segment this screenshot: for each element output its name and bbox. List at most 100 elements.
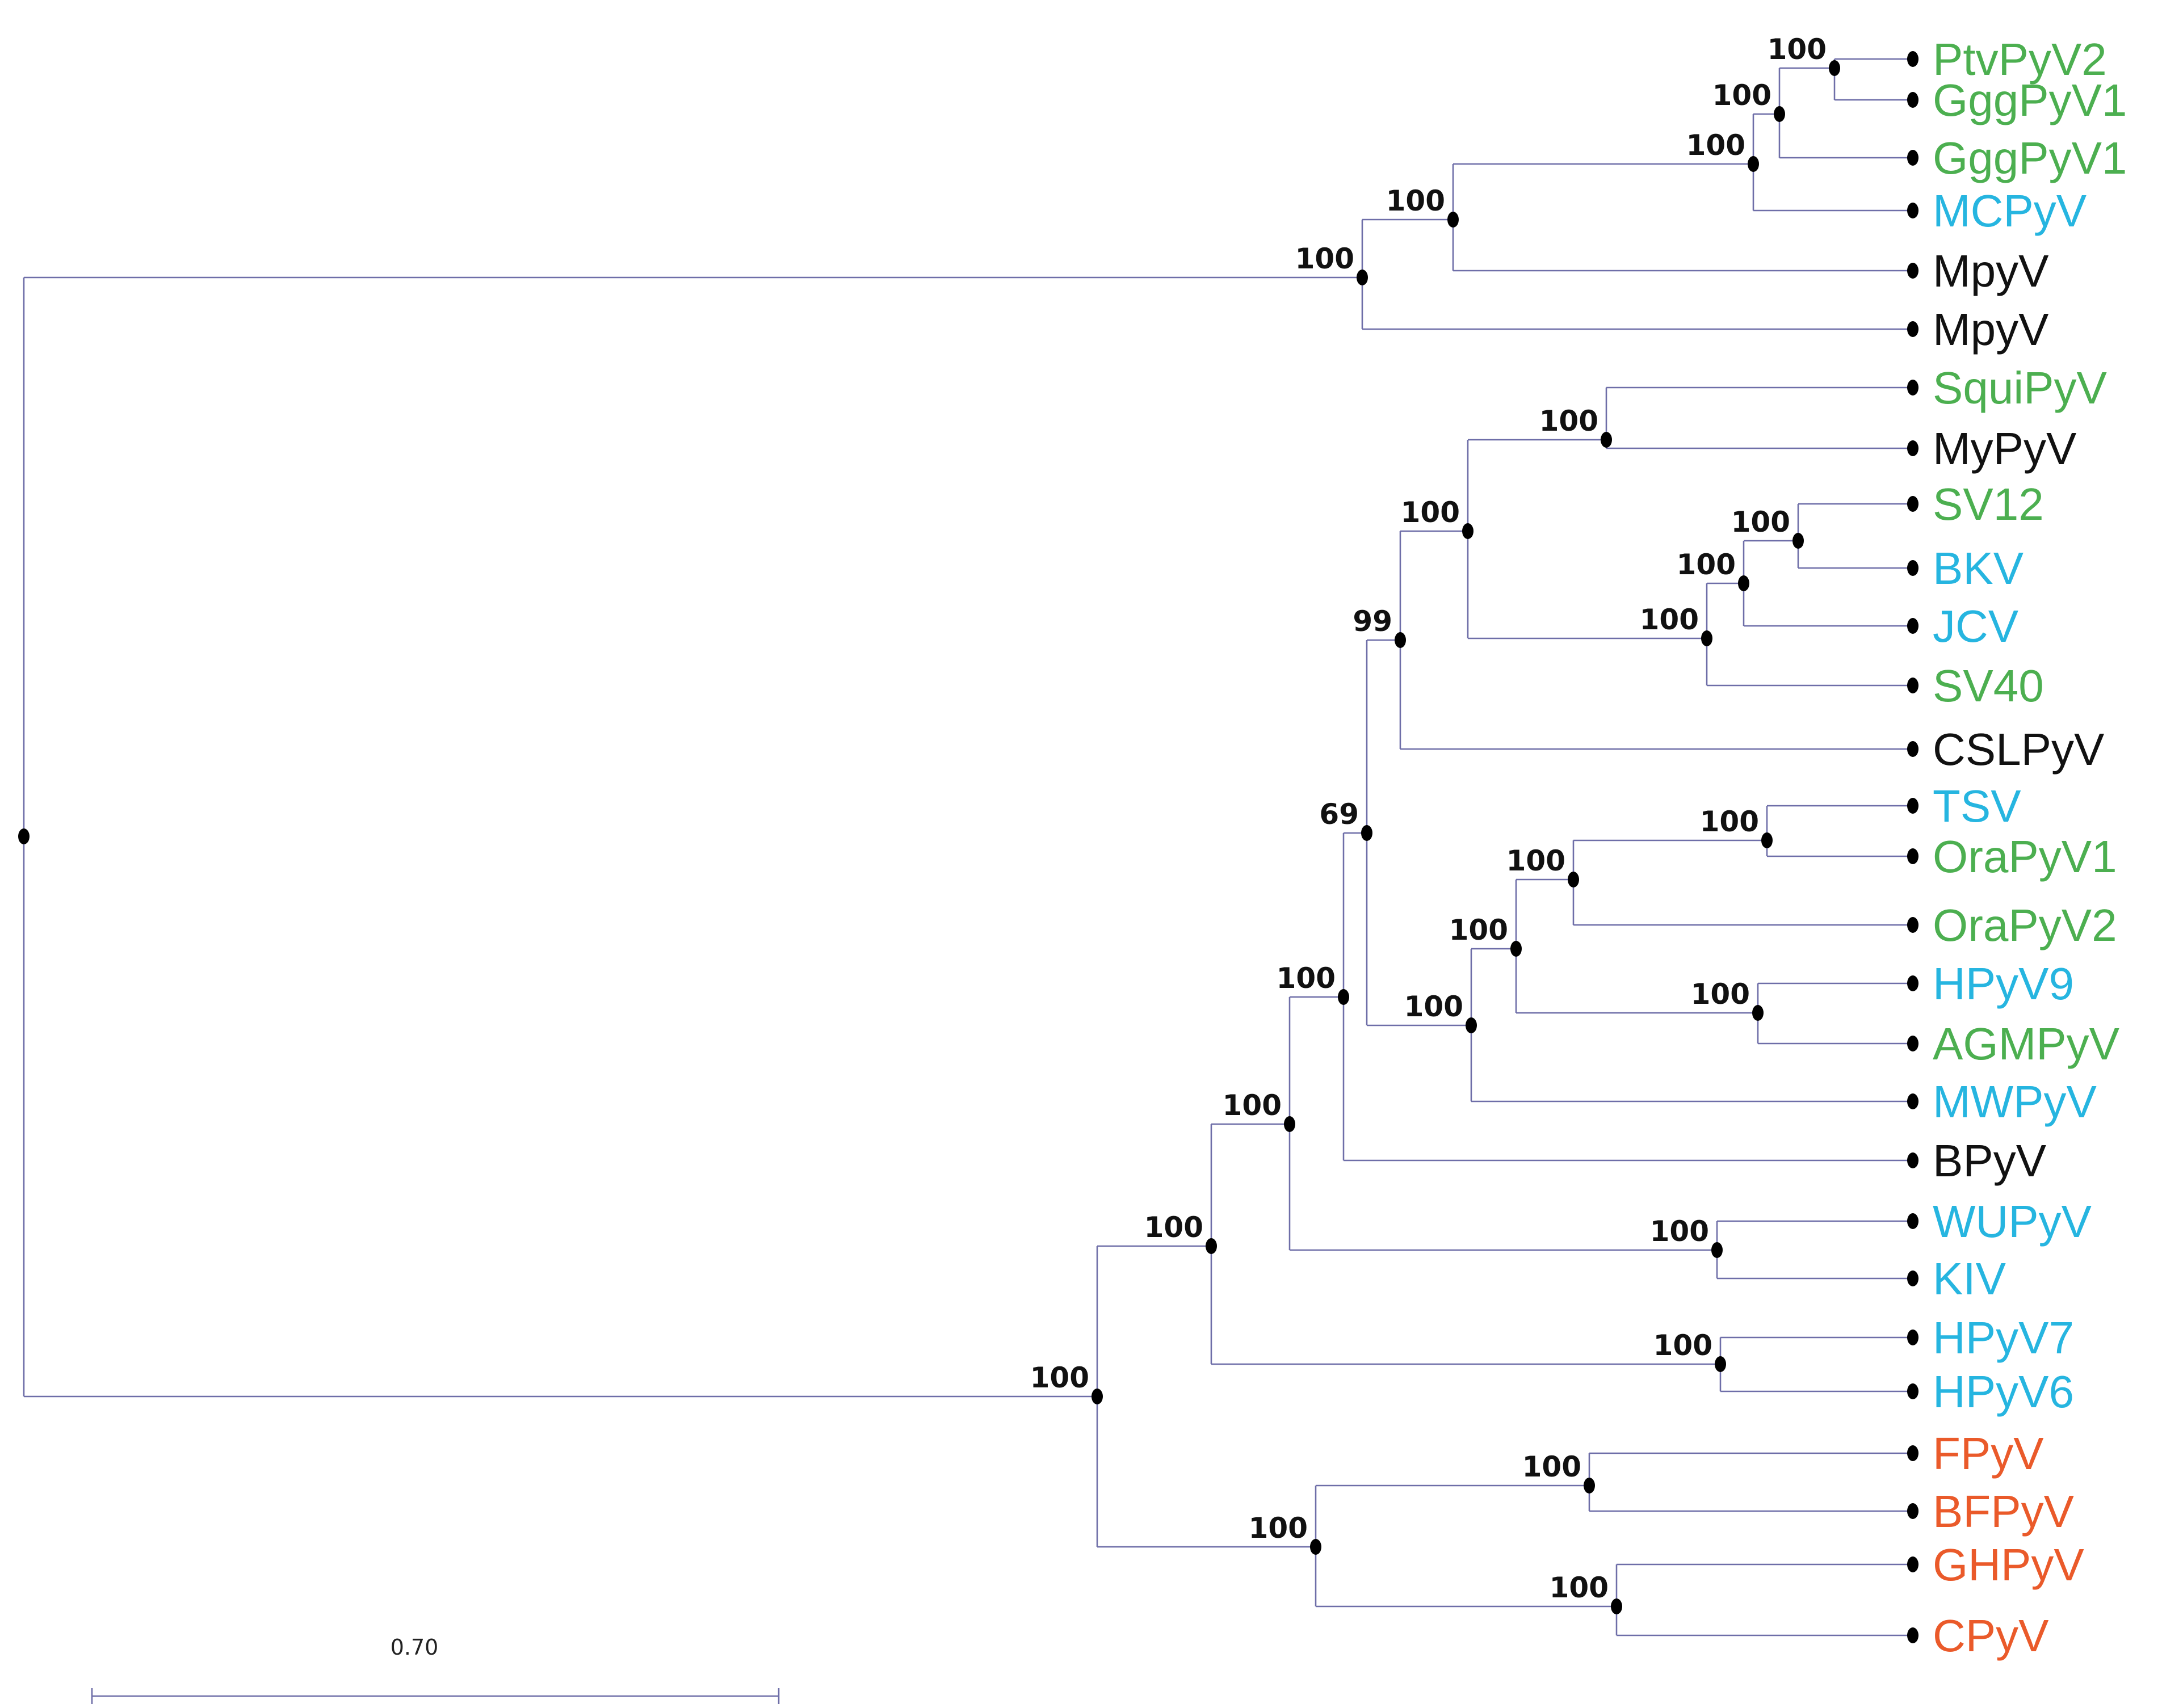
tree-node-dots bbox=[18, 51, 1918, 1643]
bootstrap-label-n12: 100 bbox=[1700, 805, 1759, 838]
node-dot-n19 bbox=[1711, 1242, 1723, 1258]
leaf-dot bbox=[1907, 1213, 1918, 1229]
taxon-label: GggPyV1 bbox=[1933, 75, 2127, 125]
leaf-dot bbox=[1907, 975, 1918, 991]
bootstrap-label-n26: 100 bbox=[1030, 1361, 1089, 1394]
node-dot-n16 bbox=[1466, 1017, 1477, 1033]
leaf-dot bbox=[1907, 496, 1918, 512]
node-dot-n20 bbox=[1284, 1116, 1295, 1132]
bootstrap-label-n10: 100 bbox=[1401, 496, 1460, 529]
taxon-label: TSV bbox=[1933, 781, 2021, 831]
scale-bar: 0.70 bbox=[91, 1635, 780, 1704]
taxon-label: CSLPyV bbox=[1933, 724, 2105, 775]
bootstrap-label-n03: 100 bbox=[1686, 129, 1745, 162]
bootstrap-label-n11: 99 bbox=[1353, 605, 1392, 638]
bootstrap-label-n05: 100 bbox=[1295, 242, 1354, 275]
leaf-dot bbox=[1907, 848, 1918, 864]
leaf-dot bbox=[1907, 1036, 1918, 1051]
taxon-label: GHPyV bbox=[1933, 1539, 2084, 1590]
node-dot-n14 bbox=[1752, 1005, 1764, 1021]
node-dot-n08 bbox=[1738, 575, 1749, 591]
node-dot-n06 bbox=[1601, 432, 1612, 448]
node-dot-n17 bbox=[1361, 825, 1372, 841]
bootstrap-label-n21: 100 bbox=[1653, 1329, 1712, 1362]
taxon-label: GggPyV1 bbox=[1933, 133, 2127, 183]
bootstrap-label-n17: 69 bbox=[1319, 798, 1359, 831]
node-dot-n01 bbox=[1829, 60, 1840, 76]
bootstrap-label-n16: 100 bbox=[1404, 990, 1463, 1023]
leaf-dot bbox=[1907, 1445, 1918, 1461]
node-dot-n02 bbox=[1774, 106, 1785, 122]
leaf-dot bbox=[1907, 1503, 1918, 1519]
taxon-label: MyPyV bbox=[1933, 423, 2077, 474]
node-dot-root bbox=[18, 828, 30, 844]
leaf-dot bbox=[1907, 1627, 1918, 1643]
scale-bar-label: 0.70 bbox=[391, 1635, 439, 1660]
tree-branches bbox=[23, 58, 1913, 1637]
leaf-dot bbox=[1907, 1271, 1918, 1286]
bootstrap-label-n25: 100 bbox=[1249, 1512, 1308, 1545]
node-dot-n04 bbox=[1447, 212, 1459, 228]
node-dot-n03 bbox=[1748, 156, 1759, 172]
node-dot-n13 bbox=[1568, 872, 1579, 887]
bootstrap-labels: 100 100 100 100 100 100 100 100 100 100 99 100 100 10… bbox=[1030, 33, 1827, 1604]
leaf-dot bbox=[1907, 1556, 1918, 1572]
taxon-label: OraPyV1 bbox=[1933, 831, 2117, 882]
taxon-label: FPyV bbox=[1933, 1428, 2044, 1479]
leaf-dot bbox=[1907, 321, 1918, 337]
bootstrap-label-n20: 100 bbox=[1223, 1089, 1282, 1122]
node-dot-n22 bbox=[1206, 1238, 1217, 1254]
leaf-dot bbox=[1907, 263, 1918, 279]
bootstrap-label-n02: 100 bbox=[1712, 79, 1771, 112]
bootstrap-label-n09: 100 bbox=[1640, 603, 1699, 636]
taxon-label: JCV bbox=[1933, 601, 2019, 651]
node-dot-n25 bbox=[1310, 1539, 1321, 1555]
taxon-label: SV12 bbox=[1933, 479, 2044, 529]
bootstrap-label-n22: 100 bbox=[1144, 1211, 1203, 1244]
leaf-dot bbox=[1907, 917, 1918, 933]
node-dot-n21 bbox=[1715, 1356, 1726, 1372]
taxon-label: MpyV bbox=[1933, 304, 2049, 355]
node-dot-n24 bbox=[1611, 1598, 1622, 1614]
leaf-dot bbox=[1907, 741, 1918, 757]
node-dot-n05 bbox=[1357, 270, 1368, 285]
leaf-dot bbox=[1907, 380, 1918, 396]
taxon-label: OraPyV2 bbox=[1933, 900, 2117, 950]
leaf-dot bbox=[1907, 440, 1918, 456]
taxon-label: SV40 bbox=[1933, 661, 2044, 711]
node-dot-n15 bbox=[1510, 941, 1522, 957]
taxon-label: CPyV bbox=[1933, 1610, 2049, 1661]
taxon-label: WUPyV bbox=[1933, 1196, 2092, 1247]
bootstrap-label-n06: 100 bbox=[1539, 405, 1598, 437]
taxon-label: SquiPyV bbox=[1933, 363, 2107, 413]
taxon-label: KIV bbox=[1933, 1253, 2006, 1304]
taxon-label: MWPyV bbox=[1933, 1076, 2097, 1127]
leaf-dot bbox=[1907, 203, 1918, 218]
node-dot-n23 bbox=[1584, 1478, 1595, 1494]
taxon-label: HPyV6 bbox=[1933, 1366, 2074, 1417]
bootstrap-label-n04: 100 bbox=[1386, 184, 1445, 217]
node-dot-n18 bbox=[1338, 989, 1349, 1005]
taxon-label: BFPyV bbox=[1933, 1486, 2075, 1537]
leaf-dot bbox=[1907, 618, 1918, 634]
taxon-label: AGMPyV bbox=[1933, 1019, 2120, 1069]
taxon-label: HPyV9 bbox=[1933, 958, 2074, 1009]
bootstrap-label-n08: 100 bbox=[1677, 548, 1736, 581]
taxon-label: BPyV bbox=[1933, 1135, 2047, 1186]
node-dot-n11 bbox=[1395, 632, 1406, 648]
bootstrap-label-n07: 100 bbox=[1731, 506, 1790, 539]
node-dot-n26 bbox=[1092, 1389, 1103, 1404]
taxon-label: HPyV7 bbox=[1933, 1312, 2074, 1363]
taxon-label: PtvPyV2 bbox=[1933, 34, 2107, 85]
taxon-label: BKV bbox=[1933, 543, 2024, 594]
leaf-dot bbox=[1907, 560, 1918, 576]
bootstrap-label-n18: 100 bbox=[1277, 962, 1336, 995]
node-dot-n10 bbox=[1462, 523, 1473, 539]
leaf-dot bbox=[1907, 92, 1918, 108]
node-dot-n12 bbox=[1761, 832, 1773, 848]
leaf-dot bbox=[1907, 1093, 1918, 1109]
node-dot-n09 bbox=[1701, 630, 1712, 646]
bootstrap-label-n24: 100 bbox=[1550, 1571, 1609, 1604]
bootstrap-label-n15: 100 bbox=[1449, 914, 1508, 946]
